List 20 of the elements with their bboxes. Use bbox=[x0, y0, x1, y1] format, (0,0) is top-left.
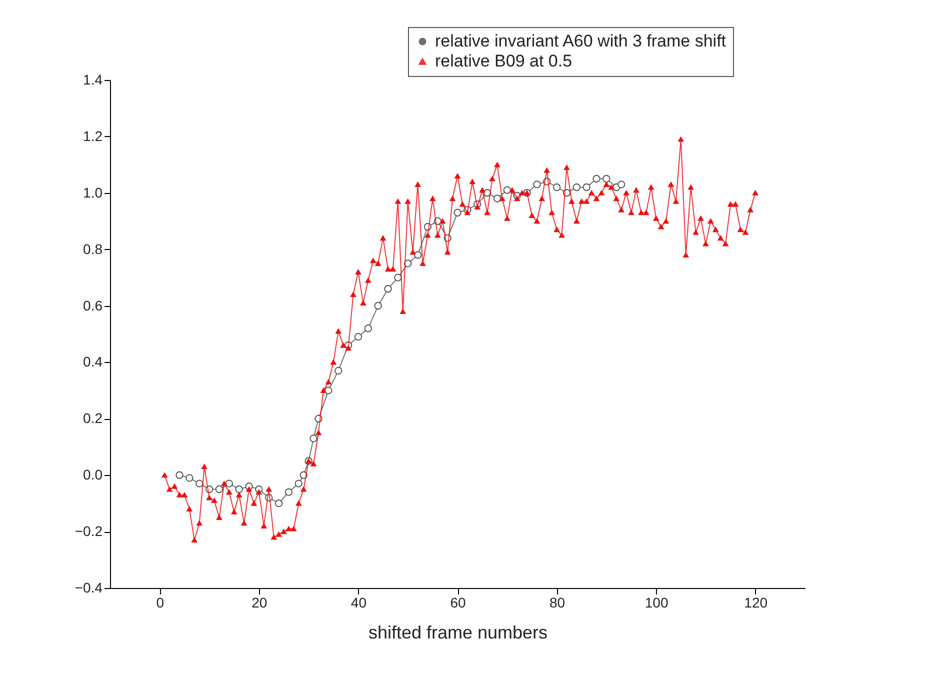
x-tick-label: 0 bbox=[156, 594, 164, 610]
x-tick-label: 20 bbox=[252, 594, 268, 610]
y-tick-label: 1.2 bbox=[83, 128, 103, 144]
y-tick-label: 0.4 bbox=[83, 354, 103, 370]
x-tick-label: 120 bbox=[744, 594, 768, 610]
y-tick-label: −0.2 bbox=[74, 523, 103, 540]
x-axis-title: shifted frame numbers bbox=[368, 622, 548, 642]
legend-label: relative B09 at 0.5 bbox=[435, 52, 572, 70]
y-tick-label: 1.0 bbox=[83, 184, 103, 200]
x-tick-label: 40 bbox=[350, 594, 367, 610]
y-tick-label: 1.4 bbox=[83, 72, 103, 88]
y-tick-label: 0.6 bbox=[83, 297, 103, 314]
y-tick-label: 0.8 bbox=[83, 240, 103, 257]
x-tick-label: 60 bbox=[450, 594, 466, 610]
x-tick-label: 100 bbox=[644, 594, 668, 610]
legend-label: relative invariant A60 with 3 frame shift bbox=[435, 32, 726, 50]
y-tick-label: 0.2 bbox=[83, 410, 103, 426]
y-tick-label: −0.4 bbox=[74, 580, 103, 596]
x-tick-label: 80 bbox=[549, 594, 566, 610]
y-tick-label: 0.0 bbox=[83, 466, 103, 483]
